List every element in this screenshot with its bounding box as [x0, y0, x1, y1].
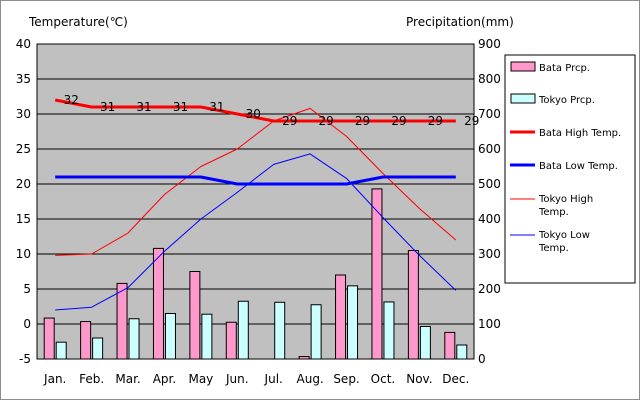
legend-label: Bata High Temp.	[539, 128, 621, 139]
x-tick-label: Jun.	[225, 372, 249, 386]
data-label: 32	[64, 93, 79, 107]
left-tick-label: 20	[16, 177, 31, 191]
legend-label: Tokyo High Temp.	[538, 194, 593, 218]
x-tick-label: Mar.	[115, 372, 140, 386]
bar-tokyo-prcp-	[419, 325, 431, 360]
data-label: 31	[209, 100, 224, 114]
right-tick-label: 400	[478, 212, 501, 226]
data-label: 29	[318, 114, 333, 128]
bar-tokyo-prcp-	[55, 341, 67, 360]
data-label: 29	[428, 114, 443, 128]
x-tick-label: Jan.	[43, 372, 66, 386]
legend-label: Bata Prcp.	[539, 63, 590, 74]
right-tick-label: 0	[478, 352, 486, 366]
x-tick-label: Sep.	[333, 372, 359, 386]
data-label: 31	[100, 100, 115, 114]
line-tokyo-high-temp-	[55, 107, 457, 256]
left-tick-label: 25	[16, 142, 31, 156]
left-tick-label: 0	[23, 317, 31, 331]
right-tick-label: 500	[478, 177, 501, 191]
bar-tokyo-prcp-	[456, 344, 468, 360]
right-tick-label: 800	[478, 72, 501, 86]
data-label: 29	[355, 114, 370, 128]
bar-tokyo-prcp-	[383, 301, 395, 360]
bar-bata-prcp-	[298, 356, 310, 360]
bar-bata-prcp-	[444, 331, 456, 360]
plot-area	[36, 43, 475, 360]
bar-tokyo-prcp-	[92, 337, 104, 360]
data-label: 29	[391, 114, 406, 128]
legend-label: Tokyo Low Temp.	[538, 230, 590, 254]
x-tick-label: Aug.	[297, 372, 324, 386]
bar-bata-prcp-	[225, 321, 237, 360]
line-bata-low-temp-	[55, 175, 456, 186]
legend-label: Bata Low Temp.	[539, 161, 618, 172]
bar-bata-prcp-	[116, 282, 128, 360]
legend-swatch	[510, 61, 536, 72]
right-tick-label: 300	[478, 247, 501, 261]
bar-tokyo-prcp-	[310, 304, 322, 360]
left-tick-label: -5	[19, 352, 31, 366]
bar-bata-prcp-	[189, 271, 201, 360]
bar-bata-prcp-	[80, 321, 92, 360]
data-label: 29	[464, 114, 479, 128]
bar-tokyo-prcp-	[164, 313, 176, 360]
x-tick-label: Feb.	[79, 372, 104, 386]
x-tick-label: Oct.	[371, 372, 396, 386]
legend-swatch	[510, 93, 536, 104]
x-tick-label: Dec.	[442, 372, 469, 386]
data-label: 30	[246, 107, 261, 121]
bar-bata-prcp-	[335, 274, 347, 360]
bar-bata-prcp-	[152, 247, 164, 360]
bar-tokyo-prcp-	[347, 285, 359, 360]
right-tick-label: 100	[478, 317, 501, 331]
data-label: 31	[136, 100, 151, 114]
right-tick-label: 600	[478, 142, 501, 156]
bar-bata-prcp-	[371, 188, 383, 360]
legend	[504, 54, 636, 284]
legend-label: Tokyo Prcp.	[538, 95, 595, 106]
bar-tokyo-prcp-	[274, 301, 286, 360]
line-bata-high-temp-	[54, 98, 456, 123]
right-tick-label: 900	[478, 37, 501, 51]
left-tick-label: 10	[16, 247, 31, 261]
left-tick-label: 15	[16, 212, 31, 226]
x-tick-label: May	[188, 372, 213, 386]
x-tick-label: Apr.	[153, 372, 176, 386]
data-label: 29	[282, 114, 297, 128]
left-tick-label: 35	[16, 72, 31, 86]
data-label: 31	[173, 100, 188, 114]
left-axis-title: Temperature(℃)	[28, 15, 128, 29]
right-tick-label: 700	[478, 107, 501, 121]
bar-bata-prcp-	[43, 317, 55, 360]
x-tick-label: Jul.	[264, 372, 283, 386]
left-tick-label: 40	[16, 37, 31, 51]
bar-tokyo-prcp-	[201, 313, 213, 360]
line-tokyo-low-temp-	[55, 153, 457, 311]
right-axis-title: Precipitation(mm)	[406, 15, 514, 29]
right-tick-label: 200	[478, 282, 501, 296]
bar-tokyo-prcp-	[237, 300, 249, 360]
left-tick-label: 30	[16, 107, 31, 121]
bar-bata-prcp-	[407, 250, 419, 360]
bar-tokyo-prcp-	[128, 318, 140, 360]
x-tick-label: Nov.	[406, 372, 432, 386]
left-tick-label: 5	[23, 282, 31, 296]
